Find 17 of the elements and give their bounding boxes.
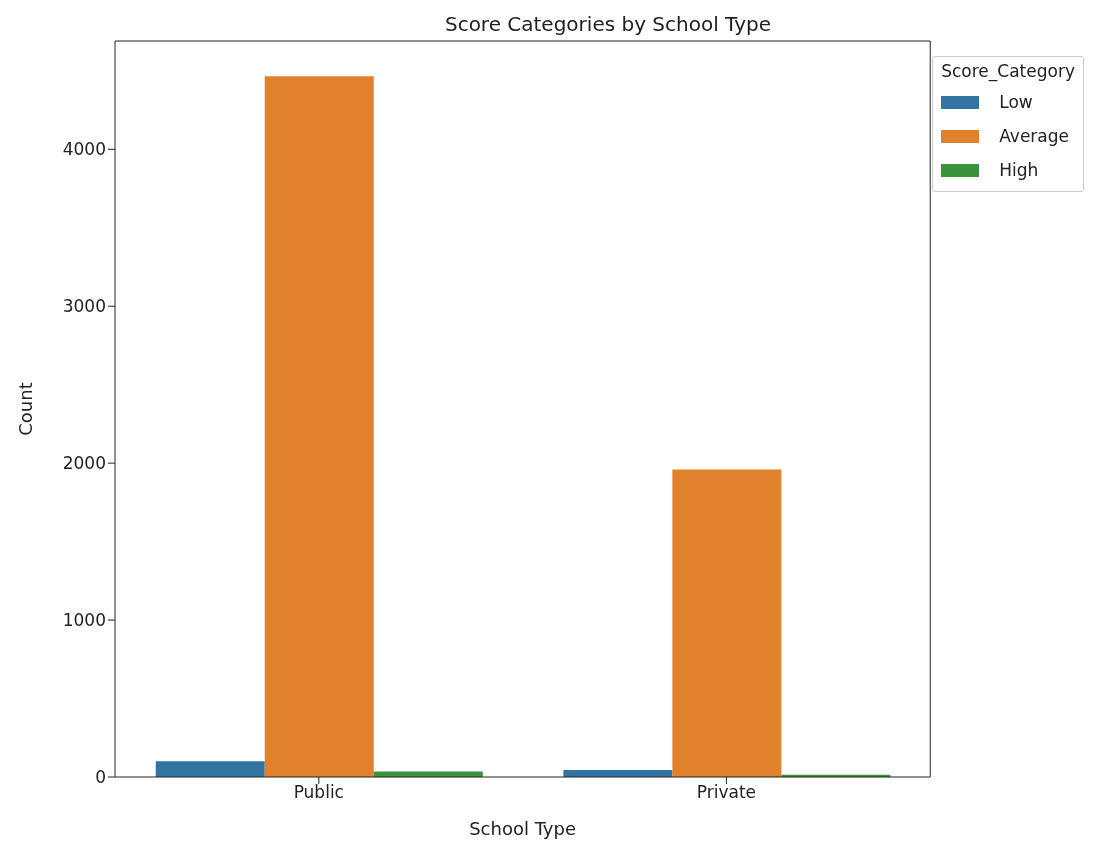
y-axis-title: Count — [15, 382, 37, 436]
y-tick-label: 1000 — [62, 610, 106, 631]
y-tick-label: 4000 — [62, 139, 106, 160]
legend-label: Average — [999, 126, 1070, 146]
y-tick-label: 0 — [95, 767, 106, 788]
legend-label: High — [999, 160, 1039, 180]
x-tick-label: Public — [293, 782, 344, 803]
bar — [155, 761, 265, 777]
chart-title: Score Categories by School Type — [443, 12, 773, 36]
bar — [672, 469, 782, 777]
y-tick-label: 3000 — [62, 296, 106, 317]
y-tick-label: 2000 — [62, 453, 106, 474]
x-axis-title: School Type — [469, 818, 577, 839]
x-tick-label: Private — [696, 782, 757, 803]
bar — [264, 76, 374, 777]
legend-title: Score_Category — [941, 61, 1075, 81]
legend-label: Low — [999, 92, 1033, 112]
